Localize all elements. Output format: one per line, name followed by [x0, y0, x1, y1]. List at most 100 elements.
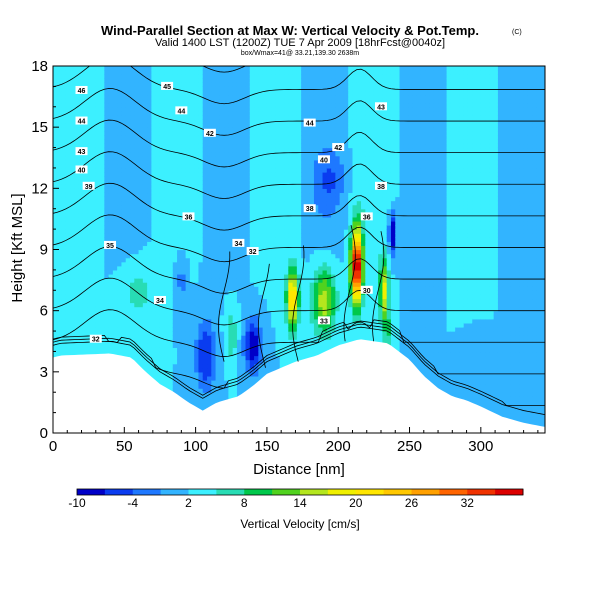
- velocity-cell: [189, 159, 195, 165]
- velocity-cell: [185, 269, 191, 275]
- velocity-cell: [236, 90, 242, 96]
- velocity-cell: [159, 70, 165, 75]
- velocity-cell: [198, 367, 204, 373]
- velocity-cell: [57, 298, 63, 304]
- velocity-cell: [87, 269, 93, 275]
- velocity-cell: [177, 216, 182, 222]
- velocity-cell: [232, 204, 238, 210]
- velocity-cell: [168, 102, 174, 108]
- velocity-cell: [194, 257, 200, 263]
- velocity-cell: [262, 74, 268, 79]
- velocity-cell: [74, 110, 80, 116]
- velocity-cell: [245, 331, 251, 336]
- velocity-cell: [236, 147, 242, 153]
- velocity-cell: [108, 233, 114, 238]
- velocity-cell: [224, 314, 230, 320]
- velocity-cell: [108, 229, 114, 234]
- velocity-cell: [207, 176, 212, 181]
- velocity-cell: [279, 359, 285, 365]
- velocity-cell: [82, 229, 88, 234]
- velocity-cell: [164, 114, 170, 120]
- velocity-cell: [125, 135, 131, 140]
- velocity-cell: [189, 74, 195, 79]
- velocity-cell: [219, 155, 225, 161]
- velocity-cell: [82, 135, 88, 140]
- velocity-cell: [142, 78, 148, 83]
- velocity-cell: [172, 184, 178, 189]
- velocity-cell: [189, 343, 195, 348]
- velocity-cell: [181, 318, 187, 324]
- velocity-cell: [211, 172, 217, 177]
- velocity-cell: [211, 339, 217, 344]
- velocity-cell: [202, 106, 208, 112]
- velocity-cell: [151, 261, 157, 267]
- velocity-cell: [104, 233, 110, 238]
- velocity-cell: [61, 318, 67, 324]
- velocity-cell: [151, 347, 157, 353]
- chart-title: Wind-Parallel Section at Max W: Vertical…: [101, 23, 479, 38]
- velocity-cell: [164, 351, 170, 357]
- velocity-cell: [147, 302, 152, 308]
- velocity-cell: [74, 155, 80, 161]
- velocity-cell: [262, 110, 268, 116]
- velocity-cell: [112, 233, 118, 238]
- velocity-cell: [215, 208, 221, 214]
- velocity-cell: [228, 335, 234, 340]
- velocity-cell: [82, 172, 88, 177]
- velocity-cell: [185, 147, 191, 153]
- velocity-cell: [82, 200, 88, 206]
- velocity-cell: [219, 384, 225, 389]
- velocity-cell: [194, 102, 200, 108]
- velocity-cell: [164, 196, 170, 202]
- velocity-cell: [57, 273, 63, 279]
- velocity-cell: [112, 347, 118, 353]
- velocity-cell: [104, 331, 110, 336]
- velocity-cell: [82, 302, 88, 308]
- velocity-cell: [215, 351, 221, 357]
- velocity-cell: [228, 200, 234, 206]
- velocity-cell: [232, 351, 238, 357]
- velocity-cell: [254, 322, 259, 328]
- velocity-cell: [164, 155, 170, 161]
- velocity-cell: [65, 335, 71, 340]
- velocity-cell: [215, 318, 221, 324]
- velocity-cell: [53, 176, 58, 181]
- velocity-cell: [198, 343, 204, 348]
- velocity-cell: [254, 355, 259, 361]
- velocity-cell: [262, 273, 268, 279]
- velocity-cell: [100, 98, 105, 104]
- velocity-cell: [104, 257, 110, 263]
- velocity-cell: [284, 351, 289, 357]
- velocity-cell: [100, 294, 105, 300]
- velocity-cell: [224, 151, 230, 157]
- velocity-cell: [82, 127, 88, 132]
- velocity-cell: [215, 86, 221, 92]
- velocity-cell: [87, 131, 93, 136]
- velocity-cell: [211, 331, 217, 336]
- velocity-cell: [198, 74, 204, 79]
- velocity-cell: [164, 257, 170, 263]
- velocity-cell: [130, 139, 135, 145]
- velocity-cell: [147, 347, 152, 353]
- velocity-cell: [95, 172, 101, 177]
- velocity-cell: [82, 106, 88, 112]
- velocity-cell: [87, 257, 93, 263]
- velocity-cell: [198, 66, 204, 71]
- velocity-cell: [155, 339, 161, 344]
- velocity-cell: [284, 200, 289, 206]
- velocity-cell: [241, 257, 247, 263]
- velocity-cell: [159, 371, 165, 377]
- velocity-cell: [236, 363, 242, 369]
- velocity-cell: [108, 106, 114, 112]
- velocity-cell: [266, 172, 272, 177]
- velocity-cell: [95, 318, 101, 324]
- velocity-cell: [108, 123, 114, 128]
- velocity-cell: [117, 208, 123, 214]
- velocity-cell: [245, 282, 251, 287]
- velocity-cell: [207, 253, 212, 259]
- velocity-cell: [181, 367, 187, 373]
- velocity-cell: [164, 139, 170, 145]
- velocity-cell: [134, 119, 140, 124]
- velocity-cell: [189, 131, 195, 136]
- velocity-cell: [74, 314, 80, 320]
